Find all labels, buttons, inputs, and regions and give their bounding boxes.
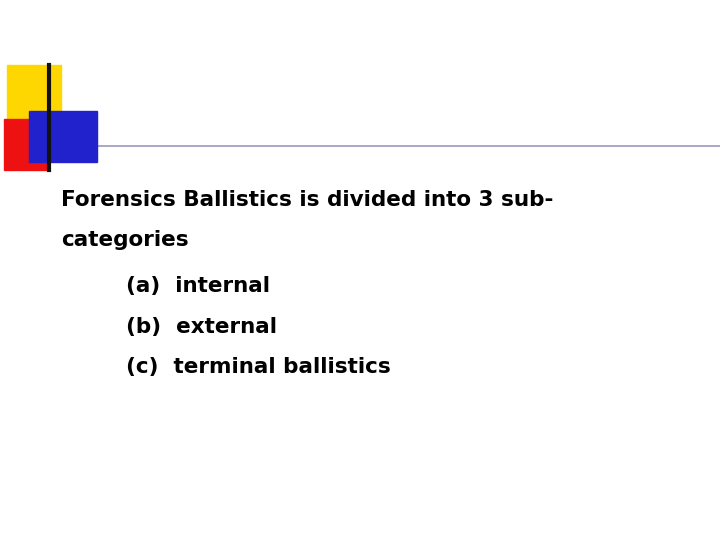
Text: (a)  internal: (a) internal [126,276,270,296]
Text: (b)  external: (b) external [126,316,277,337]
Text: categories: categories [61,230,189,251]
Bar [29,111,97,162]
Bar [7,65,61,138]
Bar [4,119,47,170]
Text: Forensics Ballistics is divided into 3 sub-: Forensics Ballistics is divided into 3 s… [61,190,554,210]
Text: (c)  terminal ballistics: (c) terminal ballistics [126,357,391,377]
